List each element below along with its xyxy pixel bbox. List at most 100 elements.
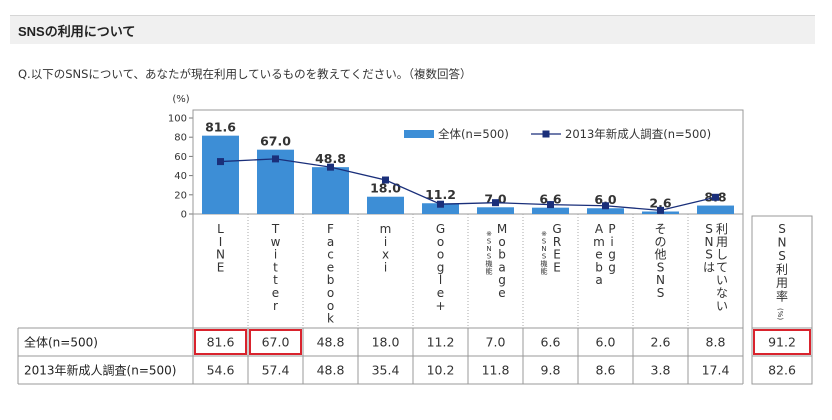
sns-rate-label-char: 用 (776, 276, 788, 290)
category-label-char: i (384, 260, 387, 274)
category-label-char: 利 (716, 222, 728, 236)
table-cell: 48.8 (317, 363, 345, 378)
table-cell: 3.8 (651, 363, 671, 378)
category-label-char: t (273, 273, 278, 287)
line-point (217, 158, 224, 166)
sns-rate-label-char: S (778, 222, 786, 236)
category-label-char: b (327, 273, 335, 287)
line-point (547, 201, 554, 209)
category-label-char: m (380, 222, 392, 236)
line-point (272, 155, 279, 163)
category-label-char: R (553, 235, 561, 249)
category-note: S (542, 253, 547, 261)
line-point (492, 199, 499, 207)
legend-label-overall: 全体(n=500) (438, 127, 509, 141)
category-label-char: F (327, 222, 334, 236)
category-label-char: r (273, 299, 278, 313)
y-tick-label: 100 (168, 114, 187, 125)
category-label-char: t (273, 260, 278, 274)
category-note: 能 (486, 267, 493, 276)
category-label-char: 他 (654, 248, 666, 262)
category-label-char: g (608, 260, 616, 274)
category-label-char: b (498, 248, 506, 262)
category-label-char: x (382, 248, 389, 262)
category-note: S (487, 238, 492, 246)
section-header: SNSの利用について (10, 15, 815, 44)
category-label-char: て (716, 260, 728, 274)
category-label-char: g (437, 260, 445, 274)
table-row-label: 全体(n=500) (24, 335, 98, 350)
category-label-char: E (217, 260, 225, 274)
table-cell: 9.8 (541, 363, 561, 378)
category-label-char: N (216, 248, 225, 262)
category-label-char: T (271, 222, 280, 236)
category-label-char: そ (654, 222, 666, 236)
table-cell: 48.8 (317, 335, 345, 350)
category-label-char: o (437, 248, 444, 262)
category-label-char: g (498, 273, 506, 287)
highlight-box (753, 329, 811, 355)
category-note: ※ (486, 230, 492, 238)
y-tick-label: 60 (174, 152, 187, 163)
legend-line-marker (542, 130, 550, 138)
category-label-char: の (654, 235, 666, 249)
category-label-char: i (610, 235, 613, 249)
bar-value-label: 2.6 (649, 196, 671, 211)
table-cell: 6.6 (541, 335, 561, 350)
highlight-box (194, 329, 247, 355)
table-cell: 7.0 (486, 335, 506, 350)
sns-rate-frame (751, 215, 813, 385)
category-label-char: i (384, 235, 387, 249)
legend-label-2013: 2013年新成人調査(n=500) (565, 127, 711, 141)
category-label-char: a (498, 260, 505, 274)
sns-rate-label-char: 率 (776, 289, 788, 304)
category-note: S (487, 253, 492, 261)
category-label-char: e (272, 286, 279, 300)
question-text: Q.以下のSNSについて、あなたが現在利用しているものを教えてください。（複数回… (18, 67, 472, 81)
category-note: 能 (541, 267, 548, 276)
table-cell: 8.6 (596, 363, 616, 378)
bar-LINE (202, 135, 239, 214)
line-point (327, 163, 334, 171)
category-label-char: e (327, 260, 334, 274)
category-label-char: L (217, 222, 224, 236)
category-label-char: G (436, 222, 445, 236)
category-label-char: は (703, 260, 715, 274)
line-point (657, 206, 664, 214)
category-label-char: c (327, 248, 334, 262)
category-label-char: M (497, 222, 507, 236)
line-series-2013 (220, 158, 716, 212)
category-label-char: N (705, 235, 714, 249)
category-label-char: a (327, 235, 334, 249)
table-cell: 35.4 (372, 363, 400, 378)
category-label-char: い (716, 273, 728, 287)
line-point (712, 193, 719, 201)
category-label-char: い (716, 299, 728, 313)
category-label-char: a (595, 273, 602, 287)
y-tick-label: 40 (174, 171, 187, 182)
category-label-char: + (435, 299, 445, 313)
legend-bar-swatch (404, 130, 434, 138)
category-label-char: A (595, 222, 604, 236)
table-cell: 81.6 (207, 335, 235, 350)
category-note: 機 (486, 259, 493, 268)
highlight-box (249, 329, 302, 355)
category-label-char: o (327, 299, 334, 313)
bar-Facebook (312, 167, 349, 214)
category-label-char: N (656, 273, 665, 287)
category-label-char: g (608, 248, 616, 262)
bar-value-label: 67.0 (260, 134, 291, 149)
category-label-char: l (439, 273, 442, 287)
bar-value-label: 48.8 (315, 151, 346, 166)
category-label-char: S (705, 248, 713, 262)
category-label-char: な (716, 286, 728, 300)
line-point (602, 202, 609, 210)
table-cell: 2.6 (651, 335, 671, 350)
sns-rate-unit: (%) (776, 308, 784, 320)
category-label-char: o (498, 235, 505, 249)
table-cell: 57.4 (262, 363, 290, 378)
sns-rate-label-char: 利 (776, 263, 788, 277)
bar-value-label: 81.6 (205, 120, 236, 135)
